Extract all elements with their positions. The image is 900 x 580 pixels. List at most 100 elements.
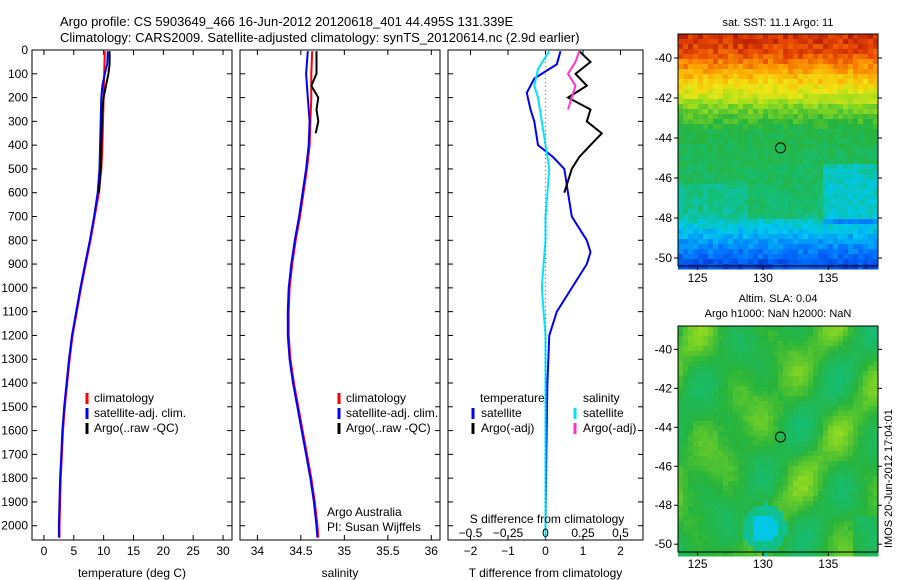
heatmap-cell [703, 481, 709, 487]
heatmap-cell [813, 356, 819, 362]
heatmap-cell [753, 491, 759, 497]
heatmap-cell [778, 441, 784, 447]
heatmap-cell [793, 466, 799, 472]
heatmap-cell [758, 229, 764, 235]
heatmap-cell [723, 144, 729, 150]
heatmap-cell [683, 259, 689, 265]
heatmap-cell [773, 326, 779, 332]
heatmap-cell [788, 79, 794, 85]
heatmap-cell [703, 491, 709, 497]
heatmap-cell [768, 406, 774, 412]
heatmap-cell [833, 169, 839, 175]
heatmap-cell [728, 99, 734, 105]
heatmap-cell [678, 471, 684, 477]
heatmap-cell [703, 84, 709, 90]
heatmap-cell [718, 244, 724, 250]
heatmap-cell [768, 129, 774, 135]
heatmap-cell [828, 204, 834, 210]
heatmap-cell [868, 69, 874, 75]
heatmap-cell [803, 219, 809, 225]
heatmap-cell [723, 461, 729, 467]
heatmap-cell [738, 209, 744, 215]
heatmap-cell [853, 59, 859, 65]
heatmap-cell [683, 336, 689, 342]
heatmap-cell [718, 84, 724, 90]
heatmap-cell [733, 59, 739, 65]
heatmap-cell [853, 516, 859, 522]
heatmap-cell [793, 376, 799, 382]
heatmap-cell [828, 34, 834, 40]
heatmap-cell [828, 541, 834, 547]
heatmap-cell [773, 516, 779, 522]
heatmap-cell [768, 244, 774, 250]
heatmap-cell [748, 356, 754, 362]
heatmap-cell [868, 451, 874, 457]
heatmap-cell [718, 124, 724, 130]
top-tick-label: 0.5 [612, 526, 629, 540]
heatmap-cell [788, 99, 794, 105]
heatmap-cell [708, 224, 714, 230]
heatmap-cell [728, 134, 734, 140]
heatmap-cell [688, 521, 694, 527]
heatmap-cell [803, 551, 809, 557]
heatmap-cell [738, 326, 744, 332]
heatmap-cell [773, 224, 779, 230]
heatmap-cell [798, 491, 804, 497]
heatmap-cell [718, 74, 724, 80]
heatmap-cell [863, 496, 869, 502]
heatmap-cell [698, 501, 704, 507]
heatmap-cell [733, 184, 739, 190]
heatmap-cell [748, 259, 754, 265]
heatmap-cell [678, 476, 684, 482]
heatmap-cell [758, 239, 764, 245]
heatmap-cell [828, 59, 834, 65]
heatmap-cell [843, 244, 849, 250]
heatmap-cell [778, 94, 784, 100]
heatmap-cell [773, 396, 779, 402]
heatmap-cell [678, 239, 684, 245]
heatmap-cell [798, 134, 804, 140]
heatmap-cell [808, 209, 814, 215]
heatmap-cell [753, 159, 759, 165]
heatmap-cell [713, 346, 719, 352]
heatmap-cell [713, 536, 719, 542]
heatmap-cell [748, 391, 754, 397]
heatmap-cell [798, 486, 804, 492]
heatmap-cell [868, 396, 874, 402]
heatmap-cell [798, 84, 804, 90]
heatmap-cell [783, 341, 789, 347]
heatmap-cell [853, 406, 859, 412]
heatmap-cell [683, 516, 689, 522]
heatmap-cell [758, 466, 764, 472]
heatmap-cell [798, 441, 804, 447]
heatmap-cell [793, 496, 799, 502]
heatmap-cells [678, 34, 879, 270]
heatmap-cell [713, 119, 719, 125]
series-line-0 [525, 50, 592, 538]
heatmap-cell [758, 366, 764, 372]
heatmap-cell [748, 59, 754, 65]
heatmap-cell [713, 471, 719, 477]
heatmap-cell [718, 49, 724, 55]
heatmap-cell [693, 451, 699, 457]
heatmap-cell [718, 386, 724, 392]
heatmap-cell [873, 341, 879, 347]
heatmap-cell [873, 491, 879, 497]
heatmap-cell [698, 59, 704, 65]
heatmap-cell [828, 49, 834, 55]
heatmap-cell [708, 386, 714, 392]
heatmap-cell [738, 451, 744, 457]
heatmap-cell [808, 144, 814, 150]
heatmap-cell [698, 406, 704, 412]
heatmap-cell [738, 426, 744, 432]
heatmap-cell [828, 346, 834, 352]
heatmap-cell [718, 356, 724, 362]
heatmap-cell [698, 536, 704, 542]
heatmap-cell [868, 264, 874, 270]
heatmap-cell [738, 264, 744, 270]
heatmap-cell [743, 331, 749, 337]
heatmap-cell [823, 371, 829, 377]
sst-map-title: sat. SST: 11.1 Argo: 11 [723, 17, 834, 29]
heatmap-cell [708, 461, 714, 467]
heatmap-cell [718, 114, 724, 120]
